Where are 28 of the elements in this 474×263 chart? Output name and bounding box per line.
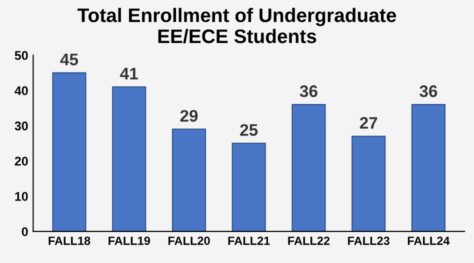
- bar: [411, 104, 446, 232]
- y-tick-label: 50: [14, 51, 28, 60]
- bar: [52, 72, 86, 232]
- data-label: 41: [120, 68, 138, 80]
- data-label: 45: [60, 54, 78, 66]
- x-tick-label: FALL22: [288, 236, 330, 245]
- x-tick-label: FALL20: [168, 236, 210, 245]
- y-tick-label: 30: [14, 122, 28, 130]
- y-tick-label: 10: [15, 192, 28, 201]
- x-tick-label: FALL19: [108, 236, 150, 245]
- bar: [292, 104, 326, 232]
- x-tick-label: FALL21: [228, 236, 270, 245]
- bar: [112, 86, 146, 232]
- data-label: 29: [180, 110, 198, 122]
- bar: [232, 142, 266, 232]
- x-tick-label: FALL18: [48, 236, 90, 245]
- data-label: 36: [420, 85, 438, 98]
- data-label: 36: [300, 85, 318, 98]
- chart-title: Total Enrollment of Undergraduate EE/ECE Students: [78, 8, 396, 44]
- x-tick-label: FALL24: [408, 236, 450, 245]
- y-tick-label: 40: [14, 86, 28, 96]
- bar: [352, 136, 386, 232]
- y-tick-label: 20: [14, 156, 28, 166]
- bar: [172, 128, 206, 232]
- x-tick-label: FALL23: [348, 236, 390, 245]
- y-tick-label: 0: [22, 227, 28, 236]
- data-label: 27: [360, 117, 378, 129]
- data-label: 25: [240, 124, 258, 136]
